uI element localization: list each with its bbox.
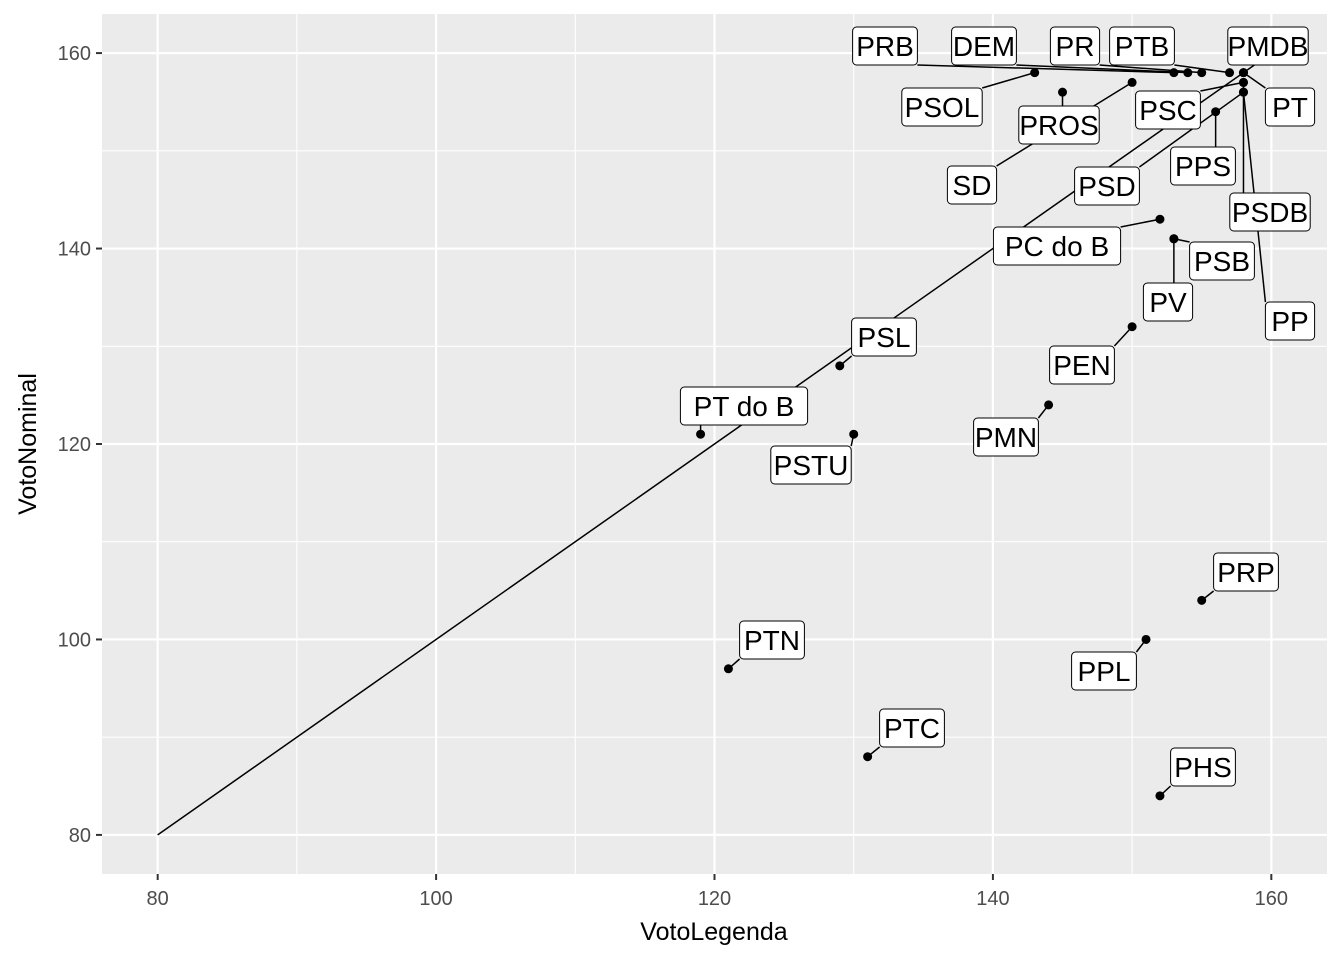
point-label: PV bbox=[1149, 287, 1187, 318]
point-label: PHS bbox=[1174, 752, 1232, 783]
point-label: PRB bbox=[856, 31, 914, 62]
data-point bbox=[1225, 68, 1235, 78]
point-label: PSL bbox=[858, 322, 911, 353]
data-point bbox=[849, 429, 859, 439]
data-point bbox=[1169, 234, 1179, 244]
point-label: PSTU bbox=[774, 450, 849, 481]
data-point bbox=[723, 664, 733, 674]
point-label: PTN bbox=[744, 625, 800, 656]
y-tick-label: 120 bbox=[58, 434, 91, 456]
point-label-box bbox=[1135, 90, 1201, 130]
point-label-box bbox=[1074, 166, 1140, 206]
point-label-box bbox=[770, 445, 852, 485]
data-points bbox=[696, 68, 1248, 801]
point-label-box bbox=[1049, 345, 1115, 385]
data-point bbox=[1141, 634, 1151, 644]
label-connector bbox=[1120, 218, 1161, 228]
point-label-box bbox=[1229, 192, 1311, 232]
y-tick-label: 160 bbox=[58, 43, 91, 65]
data-point bbox=[863, 752, 873, 762]
point-label: PTC bbox=[884, 713, 940, 744]
point-label-box bbox=[679, 386, 809, 426]
point-label-box bbox=[901, 87, 983, 127]
point-label: PT bbox=[1272, 92, 1308, 123]
data-point bbox=[1238, 77, 1248, 87]
point-label-box bbox=[739, 620, 805, 660]
point-label: PEN bbox=[1053, 350, 1111, 381]
point-label: PSD bbox=[1078, 171, 1136, 202]
y-tick-label: 100 bbox=[58, 629, 91, 651]
point-label-box bbox=[1264, 301, 1316, 341]
x-tick-label: 120 bbox=[698, 888, 731, 910]
point-label-box bbox=[879, 708, 945, 748]
label-connector bbox=[917, 64, 1174, 74]
point-label: PSB bbox=[1194, 246, 1250, 277]
point-label: PMDB bbox=[1228, 31, 1309, 62]
axes: 80 100 120 140 160 80 100 120 140 160 bbox=[58, 43, 1288, 910]
data-point bbox=[1044, 400, 1054, 410]
point-label: PT do B bbox=[694, 391, 795, 422]
data-point bbox=[696, 429, 706, 439]
point-label: PP bbox=[1271, 306, 1308, 337]
data-point bbox=[1127, 77, 1137, 87]
x-tick-label: 80 bbox=[147, 888, 169, 910]
data-point bbox=[1183, 68, 1193, 78]
data-point bbox=[835, 361, 845, 371]
data-point bbox=[1155, 791, 1165, 801]
point-labels: PRB DEM PR PTB PMDB PT PSOL PROS PSC SD PPS PSD PSDB… bbox=[679, 26, 1316, 787]
point-label-box bbox=[946, 165, 998, 205]
point-label-box bbox=[1227, 26, 1309, 66]
x-axis-title: VotoLegenda bbox=[640, 918, 787, 946]
y-tick-label: 80 bbox=[69, 825, 91, 847]
label-connector bbox=[1016, 64, 1188, 74]
point-label-box bbox=[1018, 105, 1100, 145]
point-label: PPL bbox=[1078, 656, 1131, 687]
data-point bbox=[1197, 595, 1207, 605]
point-label-box bbox=[1264, 87, 1316, 127]
point-label-box bbox=[1071, 651, 1137, 691]
point-label: PPS bbox=[1175, 151, 1231, 182]
point-label-box bbox=[852, 26, 918, 66]
point-label: PSDB bbox=[1232, 197, 1308, 228]
point-label: PROS bbox=[1019, 110, 1098, 141]
point-label: SD bbox=[953, 170, 992, 201]
point-label: PR bbox=[1056, 31, 1095, 62]
point-label-box bbox=[1213, 552, 1279, 592]
label-connector bbox=[1200, 81, 1244, 92]
point-label-box bbox=[951, 26, 1017, 66]
point-label-box bbox=[1109, 26, 1175, 66]
data-point bbox=[1155, 214, 1165, 224]
y-axis-title: VotoNominal bbox=[14, 373, 42, 515]
data-point bbox=[1058, 87, 1068, 97]
data-point bbox=[1238, 87, 1248, 97]
point-label-box bbox=[1189, 241, 1255, 281]
point-label: PSOL bbox=[905, 92, 980, 123]
point-label-box bbox=[973, 417, 1039, 457]
point-label-box bbox=[1170, 747, 1236, 787]
point-label: PC do B bbox=[1005, 231, 1109, 262]
x-tick-label: 140 bbox=[976, 888, 1009, 910]
data-point bbox=[1030, 68, 1040, 78]
x-tick-label: 160 bbox=[1255, 888, 1288, 910]
point-label: DEM bbox=[953, 31, 1015, 62]
label-connector bbox=[981, 71, 1035, 89]
data-point bbox=[1238, 68, 1248, 78]
point-label-box bbox=[851, 317, 917, 357]
point-label-box bbox=[1142, 282, 1194, 322]
point-label: PMN bbox=[975, 422, 1037, 453]
y-tick-label: 140 bbox=[58, 239, 91, 261]
point-label: PRP bbox=[1217, 557, 1275, 588]
point-label-box bbox=[1049, 26, 1101, 66]
data-point bbox=[1211, 107, 1221, 117]
point-label-box bbox=[1170, 146, 1236, 186]
point-label: PSC bbox=[1139, 95, 1197, 126]
data-point bbox=[1197, 68, 1207, 78]
point-label-box bbox=[992, 226, 1122, 266]
label-connector bbox=[1138, 91, 1244, 168]
data-point bbox=[1127, 322, 1137, 332]
data-point bbox=[1169, 68, 1179, 78]
point-label: PTB bbox=[1115, 31, 1169, 62]
x-tick-label: 100 bbox=[419, 888, 452, 910]
